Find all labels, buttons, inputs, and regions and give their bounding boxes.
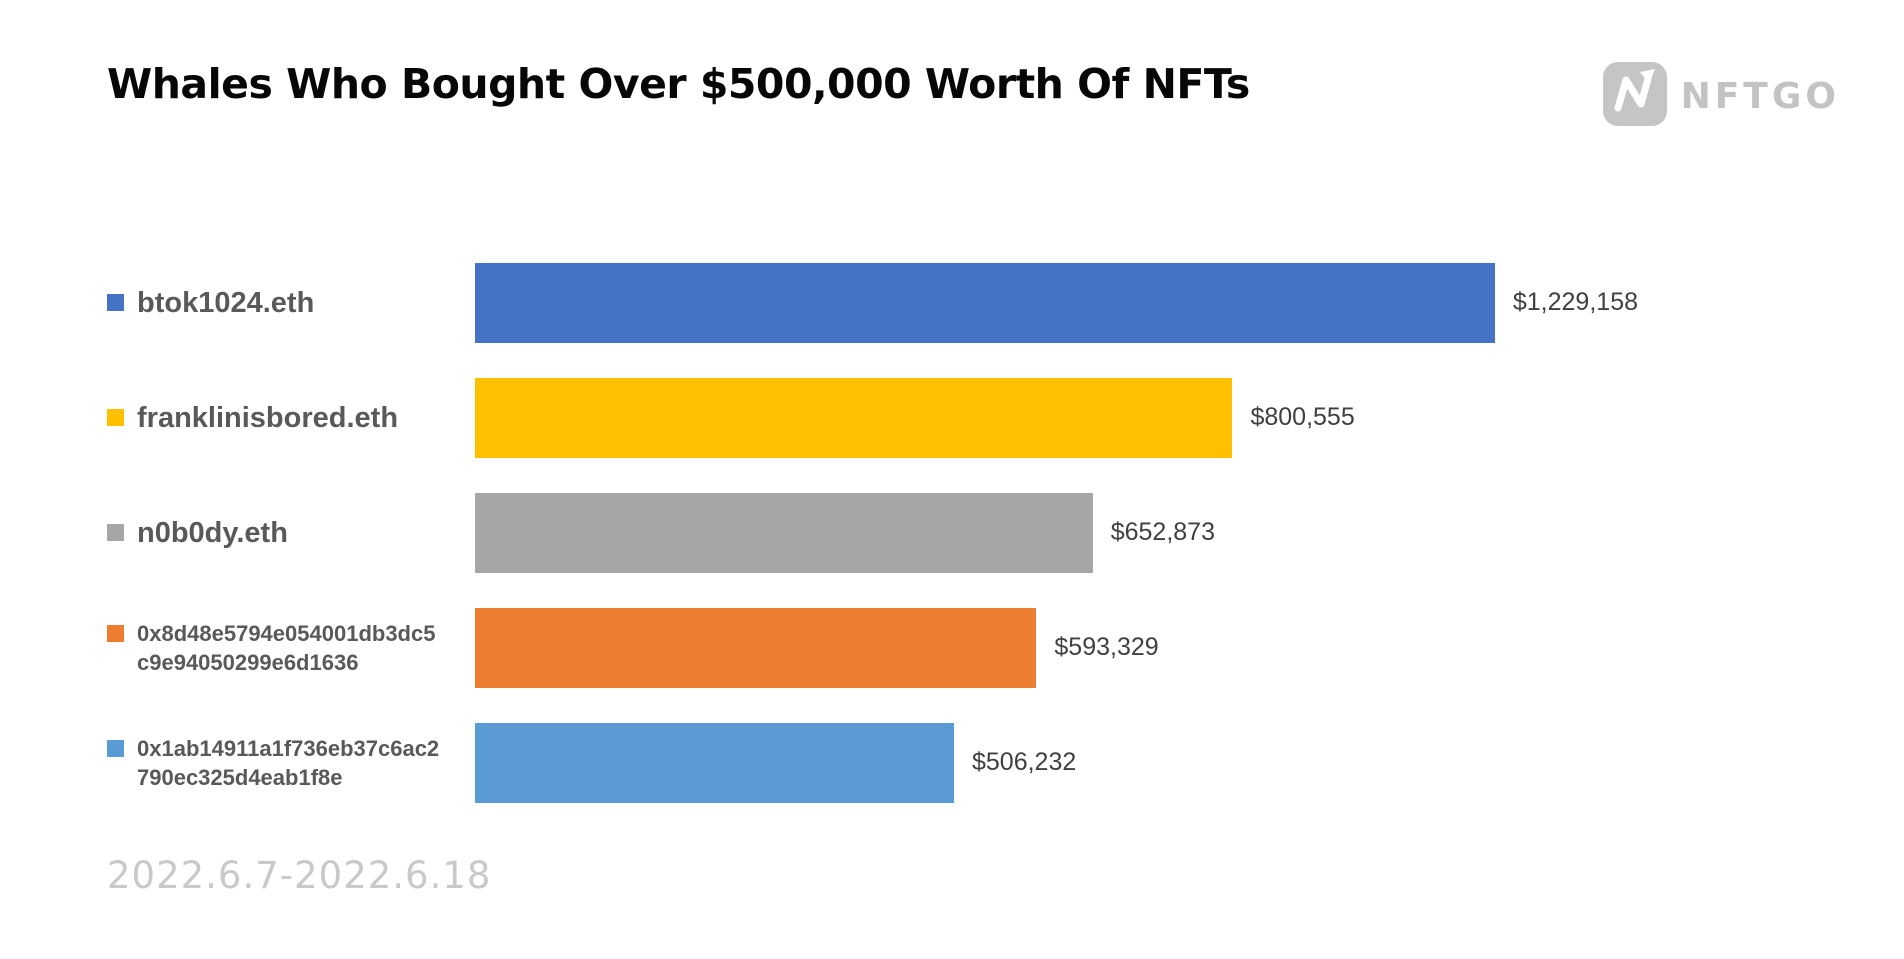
bar-value-label: $800,555 bbox=[1250, 403, 1355, 431]
bar-track: $506,232 bbox=[475, 722, 1638, 803]
bar-value-label: $593,329 bbox=[1054, 633, 1159, 661]
chart-row: franklinisbored.eth $800,555 bbox=[107, 360, 1887, 475]
category-label-cell: n0b0dy.eth bbox=[107, 516, 475, 550]
category-label-cell: btok1024.eth bbox=[107, 286, 475, 320]
bar-value-label: $652,873 bbox=[1110, 518, 1215, 546]
legend-marker-icon bbox=[107, 293, 124, 311]
legend-marker-icon bbox=[107, 523, 124, 541]
bar bbox=[475, 492, 1093, 573]
bar-category-label: 0x8d48e5794e054001db3dc5c9e94050299e6d16… bbox=[137, 620, 436, 675]
bar-value-label: $1,229,158 bbox=[1512, 288, 1638, 316]
bar bbox=[475, 262, 1495, 343]
chart-row: 0x8d48e5794e054001db3dc5c9e94050299e6d16… bbox=[107, 590, 1887, 705]
category-label-cell: franklinisbored.eth bbox=[107, 401, 475, 435]
legend-marker-icon bbox=[107, 739, 124, 757]
nftgo-logo: NFTGO bbox=[1602, 62, 1840, 131]
bar-track: $593,329 bbox=[475, 607, 1638, 688]
chart-row: btok1024.eth $1,229,158 bbox=[107, 245, 1887, 360]
bar bbox=[475, 722, 954, 803]
bar-chart: btok1024.eth $1,229,158 franklinisbored.… bbox=[107, 245, 1887, 820]
bar-category-label: franklinisbored.eth bbox=[137, 401, 399, 434]
bar-category-label: btok1024.eth bbox=[137, 286, 315, 319]
bar-track: $800,555 bbox=[475, 377, 1638, 458]
category-label-cell: 0x1ab14911a1f736eb37c6ac2790ec325d4eab1f… bbox=[107, 734, 475, 792]
chart-row: 0x1ab14911a1f736eb37c6ac2790ec325d4eab1f… bbox=[107, 705, 1887, 820]
legend-marker-icon bbox=[107, 408, 124, 426]
bar-value-label: $506,232 bbox=[971, 748, 1077, 776]
bar-track: $1,229,158 bbox=[475, 262, 1638, 343]
nftgo-logo-text: NFTGO bbox=[1680, 76, 1840, 117]
bar-track: $652,873 bbox=[475, 492, 1638, 573]
category-label-cell: 0x8d48e5794e054001db3dc5c9e94050299e6d16… bbox=[107, 619, 475, 677]
legend-marker-icon bbox=[107, 624, 124, 642]
bar-category-label: n0b0dy.eth bbox=[137, 516, 288, 549]
nftgo-n-arrow-icon bbox=[1602, 62, 1667, 131]
date-range-label: 2022.6.7-2022.6.18 bbox=[107, 854, 492, 897]
bar bbox=[475, 377, 1233, 458]
page-title: Whales Who Bought Over $500,000 Worth Of… bbox=[107, 60, 1250, 108]
bar-category-label: 0x1ab14911a1f736eb37c6ac2790ec325d4eab1f… bbox=[137, 735, 440, 790]
bar bbox=[475, 607, 1037, 688]
chart-row: n0b0dy.eth $652,873 bbox=[107, 475, 1887, 590]
